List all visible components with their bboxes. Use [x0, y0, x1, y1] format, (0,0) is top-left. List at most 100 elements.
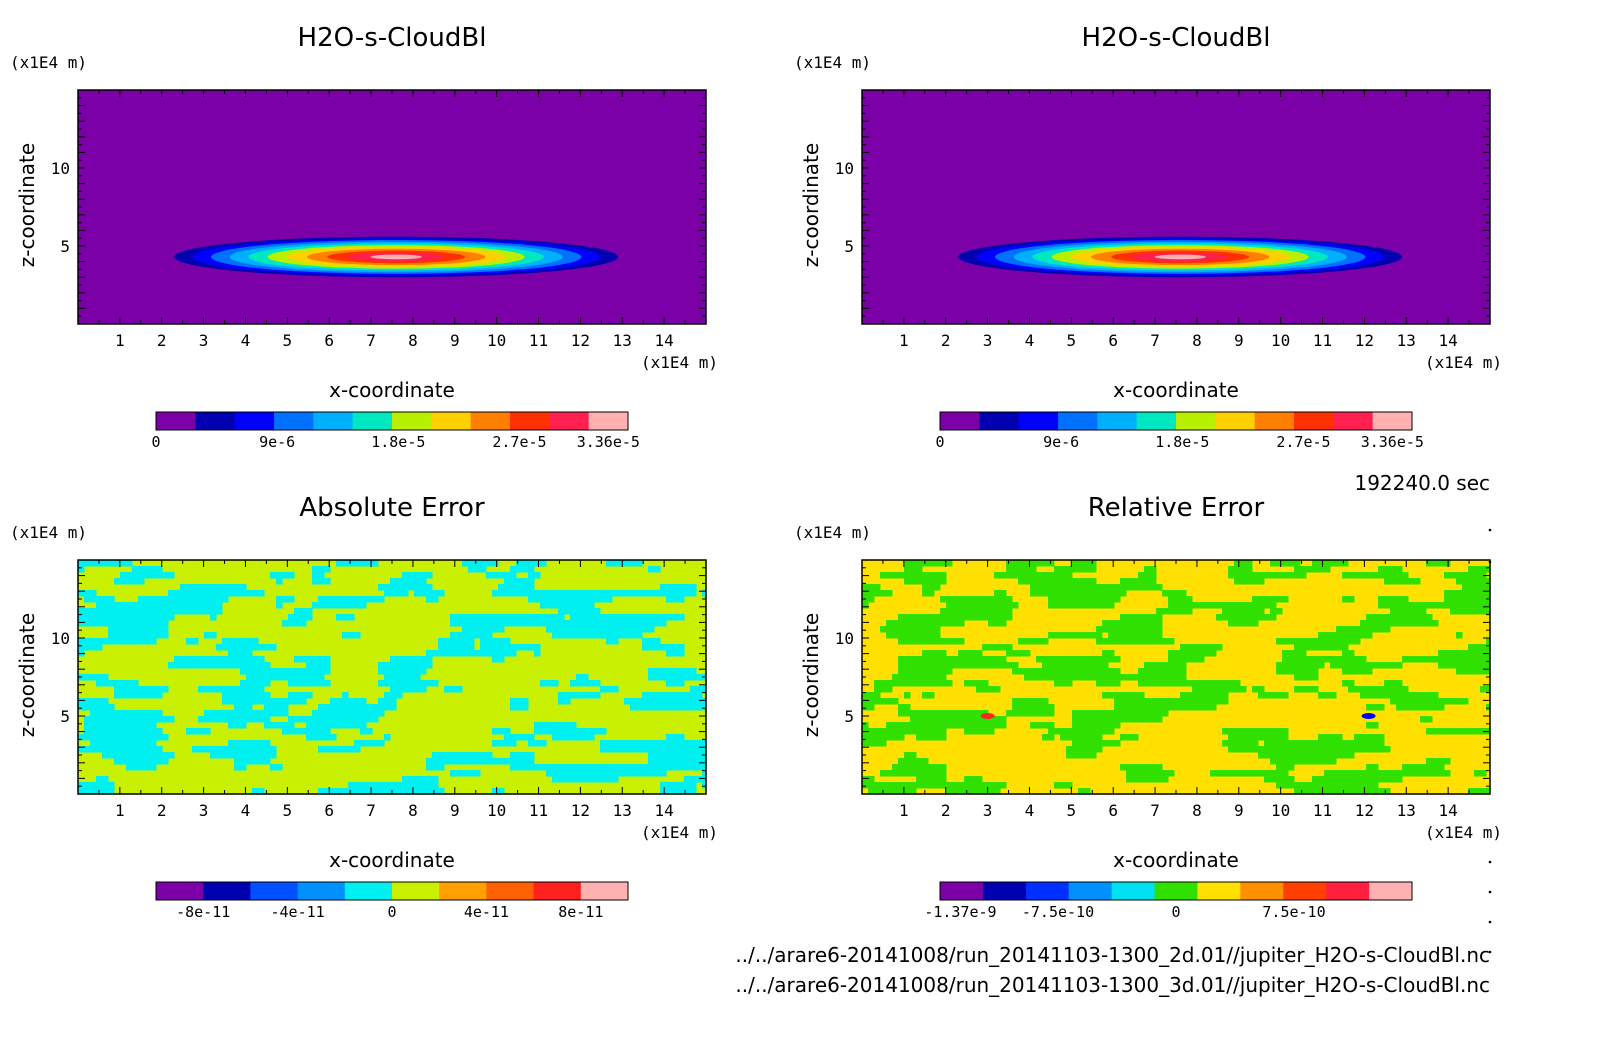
noise-cell: [1396, 596, 1403, 603]
noise-cell: [504, 728, 511, 735]
noise-cell: [120, 686, 127, 693]
noise-cell: [660, 698, 667, 705]
noise-cell: [1048, 596, 1055, 603]
noise-cell: [90, 698, 97, 705]
noise-cell: [1426, 704, 1433, 711]
noise-cell: [228, 716, 235, 723]
noise-cell: [1126, 626, 1133, 633]
noise-cell: [144, 710, 151, 717]
noise-cell: [138, 686, 145, 693]
noise-cell: [1012, 602, 1019, 609]
noise-cell: [1042, 638, 1049, 645]
noise-cell: [510, 698, 517, 705]
noise-cell: [1048, 674, 1055, 681]
noise-cell: [1456, 572, 1463, 579]
noise-cell: [1072, 740, 1079, 747]
noise-cell: [880, 572, 887, 579]
noise-cell: [546, 680, 553, 687]
noise-cell: [1120, 692, 1127, 699]
noise-cell: [132, 608, 139, 615]
noise-cell: [1420, 608, 1427, 615]
noise-cell: [654, 614, 661, 621]
noise-cell: [1336, 752, 1343, 759]
y-tick-label: 5: [844, 707, 854, 726]
chart-title: H2O-s-CloudBl: [298, 23, 487, 53]
noise-cell: [1408, 656, 1415, 663]
noise-cell: [1270, 560, 1277, 567]
noise-cell: [1240, 560, 1247, 567]
noise-cell: [862, 776, 869, 783]
noise-cell: [516, 614, 523, 621]
noise-cell: [1084, 656, 1091, 663]
noise-cell: [1246, 734, 1253, 741]
noise-cell: [1186, 698, 1193, 705]
noise-cell: [928, 620, 935, 627]
noise-cell: [690, 782, 697, 789]
noise-cell: [228, 662, 235, 669]
noise-cell: [348, 614, 355, 621]
noise-cell: [1204, 698, 1211, 705]
x-tick-label: 7: [1150, 331, 1160, 350]
noise-cell: [162, 734, 169, 741]
noise-cell: [1468, 566, 1475, 573]
noise-cell: [988, 614, 995, 621]
noise-cell: [444, 638, 451, 645]
noise-cell: [994, 644, 1001, 651]
noise-cell: [1360, 626, 1367, 633]
noise-cell: [198, 602, 205, 609]
noise-cell: [1204, 692, 1211, 699]
noise-cell: [492, 620, 499, 627]
noise-cell: [156, 608, 163, 615]
noise-cell: [366, 560, 373, 567]
x-tick-label: 10: [487, 801, 506, 820]
noise-cell: [588, 602, 595, 609]
noise-cell: [1366, 740, 1373, 747]
x-tick-label: 5: [283, 801, 293, 820]
noise-cell: [414, 776, 421, 783]
noise-cell: [78, 566, 85, 573]
noise-cell: [552, 632, 559, 639]
noise-cell: [696, 704, 703, 711]
noise-cell: [1054, 578, 1061, 585]
noise-cell: [444, 758, 451, 765]
noise-cell: [630, 620, 637, 627]
noise-cell: [928, 578, 935, 585]
noise-cell: [904, 566, 911, 573]
noise-cell: [108, 752, 115, 759]
noise-cell: [612, 686, 619, 693]
noise-cell: [922, 710, 929, 717]
noise-cell: [108, 596, 115, 603]
noise-cell: [1252, 686, 1259, 693]
noise-cell: [1372, 734, 1379, 741]
noise-cell: [904, 638, 911, 645]
noise-cell: [1264, 776, 1271, 783]
noise-cell: [1486, 686, 1490, 693]
noise-cell: [576, 608, 583, 615]
noise-cell: [1114, 710, 1121, 717]
noise-cell: [252, 662, 259, 669]
noise-cell: [1444, 560, 1451, 567]
noise-cell: [1000, 596, 1007, 603]
noise-cell: [312, 680, 319, 687]
x-tick-label: 1: [899, 331, 909, 350]
noise-cell: [690, 764, 697, 771]
noise-cell: [366, 788, 373, 794]
noise-cell: [1126, 704, 1133, 711]
colorbar-tick-label: -7.5e-10: [1022, 903, 1094, 921]
noise-cell: [648, 626, 655, 633]
noise-cell: [886, 788, 893, 794]
noise-cell: [862, 698, 869, 705]
noise-cell: [408, 668, 415, 675]
noise-cell: [1312, 566, 1319, 573]
noise-cell: [1324, 632, 1331, 639]
noise-cell: [1258, 596, 1265, 603]
noise-cell: [126, 686, 133, 693]
noise-cell: [318, 716, 325, 723]
noise-cell: [186, 590, 193, 597]
noise-cell: [306, 662, 313, 669]
noise-cell: [516, 644, 523, 651]
noise-cell: [1342, 638, 1349, 645]
noise-cell: [874, 584, 881, 591]
noise-cell: [294, 698, 301, 705]
noise-cell: [564, 770, 571, 777]
